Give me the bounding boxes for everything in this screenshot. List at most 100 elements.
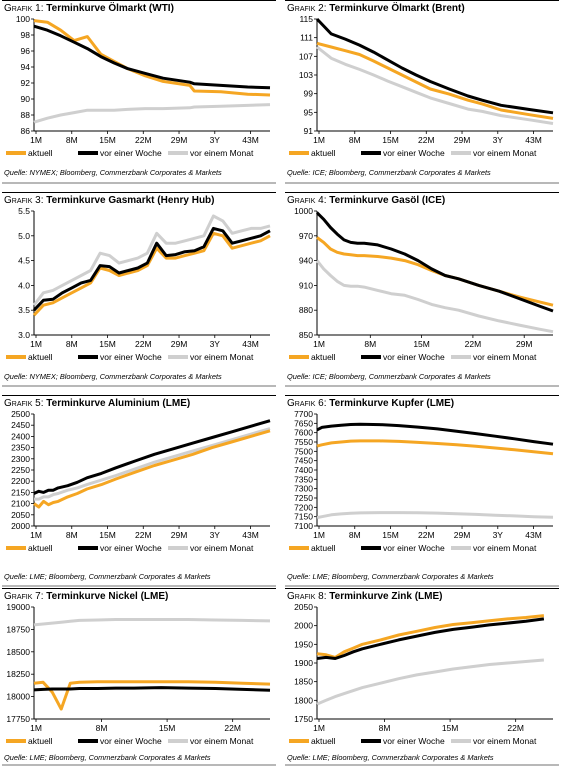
legend-label: aktuell bbox=[311, 543, 336, 553]
y-tick-label: 1950 bbox=[294, 639, 313, 649]
y-tick-label: 7450 bbox=[294, 456, 313, 466]
series-line-aktuell bbox=[316, 439, 554, 456]
legend-label: aktuell bbox=[28, 543, 53, 553]
x-tick-label: 8M bbox=[379, 723, 391, 733]
y-tick-label: 880 bbox=[299, 305, 313, 315]
x-tick-label: 43M bbox=[525, 135, 542, 145]
chart-title: Grafik 8: Terminkurve Zink (LME) bbox=[287, 591, 442, 602]
y-tick-label: 2100 bbox=[11, 499, 30, 509]
divider bbox=[285, 0, 559, 1]
chart-label: Grafik 4: bbox=[287, 195, 327, 206]
y-tick-label: 18250 bbox=[6, 669, 30, 679]
series-line-vor-einem-monat bbox=[316, 45, 554, 125]
y-tick-label: 4.0 bbox=[18, 280, 30, 290]
y-tick-label: 3.5 bbox=[18, 305, 30, 315]
x-tick-label: 22M bbox=[135, 339, 152, 349]
chart-title-text: Terminkurve Gasmarkt (Henry Hub) bbox=[46, 195, 215, 206]
y-tick-label: 1000 bbox=[294, 206, 313, 216]
chart-title-text: Terminkurve Ölmarkt (WTI) bbox=[46, 3, 174, 14]
legend-label: vor einem Monat bbox=[473, 736, 537, 746]
y-tick-label: 850 bbox=[299, 330, 313, 340]
chart-title: Grafik 2: Terminkurve Ölmarkt (Brent) bbox=[287, 3, 465, 14]
chart-label: Grafik 3: bbox=[4, 195, 44, 206]
chart-title-text: Terminkurve Zink (LME) bbox=[329, 591, 443, 602]
y-tick-label: 99 bbox=[304, 89, 314, 99]
legend-label: vor einer Woche bbox=[100, 543, 162, 553]
series-line-vor-einer-woche bbox=[33, 419, 271, 495]
y-tick-label: 7700 bbox=[294, 409, 313, 419]
y-tick-label: 7250 bbox=[294, 493, 313, 503]
divider bbox=[285, 585, 559, 587]
legend-label: vor einem Monat bbox=[190, 352, 254, 362]
chart-panel-3: Grafik 3: Terminkurve Gasmarkt (Henry Hu… bbox=[2, 192, 276, 387]
chart-title-text: Terminkurve Kupfer (LME) bbox=[329, 398, 455, 409]
chart-source: Quelle: NYMEX; Bloomberg, Commerzbank Co… bbox=[4, 372, 222, 381]
legend-label: vor einem Monat bbox=[190, 736, 254, 746]
y-tick-label: 18000 bbox=[6, 692, 30, 702]
y-tick-label: 7100 bbox=[294, 521, 313, 531]
chart-panel-4: Grafik 4: Terminkurve Gasöl (ICE) 1000 97… bbox=[285, 192, 559, 387]
y-tick-label: 2150 bbox=[11, 487, 30, 497]
divider bbox=[2, 585, 276, 587]
y-tick-label: 2050 bbox=[11, 510, 30, 520]
legend-label: aktuell bbox=[311, 148, 336, 158]
y-tick-label: 2400 bbox=[11, 431, 30, 441]
y-tick-label: 7350 bbox=[294, 474, 313, 484]
divider bbox=[2, 395, 276, 396]
x-tick-label: 22M bbox=[465, 339, 482, 349]
x-tick-label: 15M bbox=[442, 723, 459, 733]
legend-label: aktuell bbox=[28, 736, 53, 746]
y-tick-label: 7300 bbox=[294, 484, 313, 494]
legend-label: vor einer Woche bbox=[383, 543, 445, 553]
x-tick-label: 15M bbox=[99, 339, 116, 349]
chart-source: Quelle: NYMEX; Bloomberg, Commerzbank Co… bbox=[4, 168, 222, 177]
y-tick-label: 5.5 bbox=[18, 206, 30, 216]
chart-source: Quelle: ICE; Bloomberg, Commerzbank Corp… bbox=[287, 168, 491, 177]
series-line-vor-einem-monat bbox=[316, 658, 545, 706]
series-line-aktuell bbox=[33, 429, 271, 509]
chart-panel-5: Grafik 5: Terminkurve Aluminium (LME) 25… bbox=[2, 395, 276, 587]
y-tick-label: 18500 bbox=[6, 647, 30, 657]
x-tick-label: 29M bbox=[171, 339, 188, 349]
y-tick-label: 96 bbox=[21, 46, 31, 56]
series-line-vor-einer-woche bbox=[33, 24, 271, 90]
x-tick-label: 3Y bbox=[493, 530, 504, 540]
y-tick-label: 1900 bbox=[294, 658, 313, 668]
x-tick-label: 8M bbox=[66, 135, 78, 145]
chart-title: Grafik 5: Terminkurve Aluminium (LME) bbox=[4, 398, 190, 409]
chart-source: Quelle: LME; Bloomberg, Commerzbank Corp… bbox=[287, 572, 494, 581]
y-tick-label: 5.0 bbox=[18, 231, 30, 241]
y-tick-label: 17750 bbox=[6, 714, 30, 724]
chart-title-text: Terminkurve Nickel (LME) bbox=[46, 591, 169, 602]
divider bbox=[285, 764, 559, 766]
legend-label: vor einer Woche bbox=[383, 148, 445, 158]
x-tick-label: 15M bbox=[159, 723, 176, 733]
y-tick-label: 103 bbox=[299, 70, 313, 80]
y-tick-label: 2050 bbox=[294, 602, 313, 612]
y-tick-label: 98 bbox=[21, 30, 31, 40]
y-tick-label: 7550 bbox=[294, 437, 313, 447]
legend-label: aktuell bbox=[311, 352, 336, 362]
y-tick-label: 940 bbox=[299, 256, 313, 266]
series-line-aktuell bbox=[316, 614, 545, 659]
divider bbox=[2, 588, 276, 589]
divider bbox=[2, 0, 276, 1]
x-tick-label: 29M bbox=[171, 530, 188, 540]
x-tick-label: 15M bbox=[99, 135, 116, 145]
x-tick-label: 1M bbox=[30, 339, 42, 349]
legend-label: vor einer Woche bbox=[100, 736, 162, 746]
divider bbox=[285, 385, 559, 387]
series-line-vor-einer-woche bbox=[32, 226, 271, 312]
x-tick-label: 29M bbox=[516, 339, 533, 349]
x-tick-label: 22M bbox=[224, 723, 241, 733]
divider bbox=[285, 182, 559, 184]
x-tick-label: 1M bbox=[313, 339, 325, 349]
series-line-vor-einem-monat bbox=[32, 214, 271, 307]
legend-label: vor einem Monat bbox=[473, 148, 537, 158]
x-tick-label: 43M bbox=[242, 339, 259, 349]
x-tick-label: 8M bbox=[66, 339, 78, 349]
